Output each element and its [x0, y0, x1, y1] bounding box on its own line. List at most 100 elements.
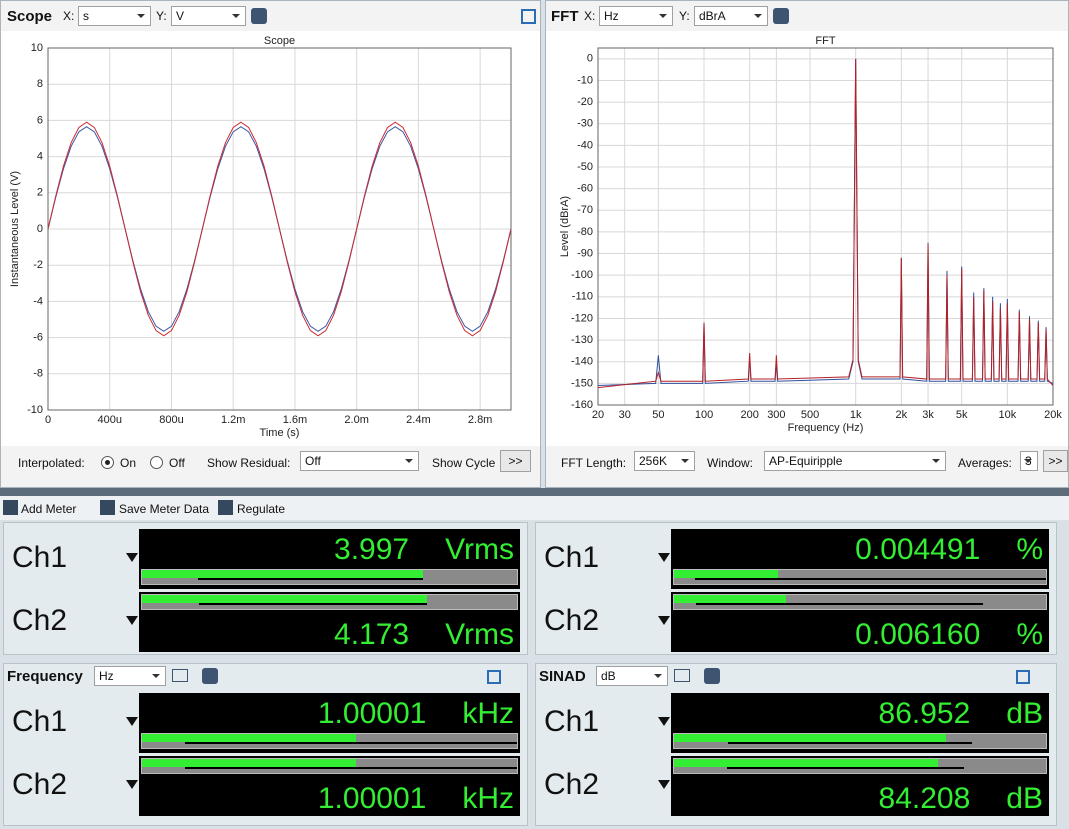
y-tick-label: -30 — [577, 118, 593, 130]
settings-button[interactable] — [773, 8, 789, 24]
y-tick-label: 4 — [37, 151, 43, 163]
meter-bar — [141, 733, 518, 749]
meter-display: 4.173 Vrms — [139, 592, 520, 652]
residual-select[interactable]: Off — [300, 451, 419, 471]
x-unit-select[interactable]: s — [78, 6, 151, 26]
y-tick-label: -140 — [571, 356, 593, 368]
y-tick-label: -160 — [571, 399, 593, 411]
meter-bar — [673, 569, 1047, 585]
chart-title: Scope — [264, 35, 295, 47]
x-tick-label: 800u — [159, 414, 183, 426]
y-tick-label: -90 — [577, 247, 593, 259]
channel-label: Ch1 — [12, 705, 68, 738]
meter-panel: Ch1 0.004491% Ch2 0.006160% — [535, 522, 1057, 655]
popout-button[interactable] — [1016, 670, 1030, 684]
channel-label: Ch2 — [12, 768, 68, 801]
unit-select[interactable]: dB — [596, 666, 668, 686]
dropdown-arrow[interactable] — [126, 717, 138, 732]
add-meter-button[interactable]: Add Meter — [21, 502, 77, 516]
meter-display: 1.00001 kHz — [139, 693, 520, 753]
y-tick-label: -130 — [571, 334, 593, 346]
settings-button[interactable] — [704, 668, 720, 684]
meter-reading: 1.00001 kHz — [318, 697, 514, 731]
x-tick-label: 5k — [956, 409, 968, 421]
popout-button[interactable] — [521, 9, 536, 24]
unit-select[interactable]: Hz — [94, 666, 166, 686]
dropdown-arrow[interactable] — [658, 616, 670, 631]
label: On — [120, 456, 137, 470]
y-unit-select[interactable]: dBrA — [694, 6, 768, 26]
y-label: Y: — [156, 9, 167, 23]
dropdown-arrow[interactable] — [658, 553, 670, 568]
radio-on[interactable] — [101, 456, 114, 469]
panel-title: Scope — [7, 8, 53, 25]
x-tick-label: 1.2m — [221, 414, 245, 426]
chart-title: FFT — [815, 35, 835, 47]
x-label: X: — [63, 9, 75, 23]
window-select[interactable]: AP-Equiripple — [764, 451, 946, 471]
meter-display: 0.006160% — [671, 592, 1049, 652]
bar-fill — [674, 570, 779, 578]
y-tick-label: -40 — [577, 139, 593, 151]
x-tick-label: 400u — [97, 414, 121, 426]
y-tick-label: -50 — [577, 161, 593, 173]
y-tick-label: 8 — [37, 78, 43, 90]
y-unit-select[interactable]: V — [171, 6, 246, 26]
y-tick-label: 6 — [37, 114, 43, 126]
label: FFT Length: — [561, 456, 627, 470]
dropdown-arrow[interactable] — [126, 553, 138, 568]
averages-input[interactable]: 3 — [1020, 451, 1038, 471]
x-unit-select[interactable]: Hz — [599, 6, 673, 26]
x-tick-label: 30 — [619, 409, 631, 421]
more-button[interactable]: >> — [500, 450, 531, 472]
meter-title: Frequency — [7, 668, 83, 685]
meter-display: 3.997 Vrms — [139, 529, 520, 589]
bar-peak — [726, 767, 965, 769]
x-tick-label: 1k — [850, 409, 862, 421]
dropdown-arrow[interactable] — [658, 717, 670, 732]
dropdown-arrow[interactable] — [126, 616, 138, 631]
meter-reading: 84.208 dB — [879, 782, 1043, 816]
meter-value: 1.00001 — [317, 782, 427, 815]
y-tick-label: -10 — [27, 404, 43, 416]
more-button[interactable]: >> — [1043, 450, 1068, 472]
dropdown-arrow[interactable] — [658, 780, 670, 795]
save-button[interactable]: Save Meter Data — [119, 502, 210, 516]
bar-fill — [142, 570, 424, 578]
y-tick-label: 0 — [587, 53, 593, 65]
meter-value: 86.952 — [878, 697, 971, 730]
y-label: Y: — [679, 9, 690, 23]
radio-off[interactable] — [150, 456, 163, 469]
y-tick-label: -60 — [577, 183, 593, 195]
meter-unit: % — [1016, 618, 1043, 651]
x-tick-label: 20 — [592, 409, 604, 421]
meter-unit: % — [1016, 533, 1043, 566]
channel-label: Ch2 — [544, 604, 600, 637]
y-tick-label: -8 — [33, 368, 43, 380]
dropdown-arrow[interactable] — [126, 780, 138, 795]
x-tick-label: 2.4m — [406, 414, 430, 426]
series-line — [598, 58, 1053, 389]
channel-label: Ch2 — [12, 604, 68, 637]
add-icon — [3, 500, 18, 515]
y-axis-label: Instantaneous Level (V) — [9, 171, 21, 287]
popout-button[interactable] — [487, 670, 501, 684]
label: Window: — [707, 456, 754, 470]
channel-label: Ch2 — [544, 768, 600, 801]
y-tick-label: -110 — [572, 291, 593, 303]
bar-fill — [674, 595, 786, 603]
regulate-button[interactable]: Regulate — [237, 502, 286, 516]
splitter[interactable] — [0, 488, 1069, 496]
fft-length-select[interactable]: 256K — [634, 451, 695, 471]
y-tick-label: -20 — [577, 96, 593, 108]
y-tick-label: 2 — [37, 187, 43, 199]
x-tick-label: 50 — [652, 409, 664, 421]
meter-value: 0.004491 — [855, 533, 981, 566]
settings-button[interactable] — [251, 8, 267, 24]
settings-button[interactable] — [202, 668, 218, 684]
x-tick-label: 2k — [896, 409, 908, 421]
meter-bar — [673, 733, 1047, 749]
y-tick-label: 0 — [37, 223, 43, 235]
meter-reading: 4.173 Vrms — [334, 618, 514, 652]
